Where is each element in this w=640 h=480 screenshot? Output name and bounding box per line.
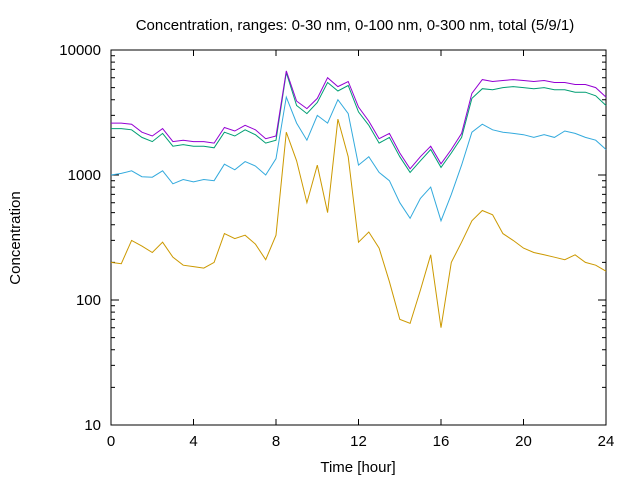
series-line-4 bbox=[111, 70, 607, 170]
x-tick-label: 0 bbox=[107, 433, 115, 450]
x-tick-label: 16 bbox=[433, 433, 450, 450]
series-line-3 bbox=[111, 72, 607, 174]
x-tick-label: 24 bbox=[598, 433, 615, 450]
x-tick-label: 20 bbox=[515, 433, 532, 450]
y-tick-label: 10 bbox=[84, 417, 101, 434]
x-axis-label: Time [hour] bbox=[320, 459, 395, 476]
x-tick-label: 4 bbox=[189, 433, 197, 450]
series-line-1 bbox=[110, 118, 607, 328]
x-tick-label: 8 bbox=[272, 433, 280, 450]
y-tick-label: 10000 bbox=[59, 42, 101, 59]
y-tick-label: 1000 bbox=[68, 167, 101, 184]
y-tick-label: 100 bbox=[76, 292, 101, 309]
y-axis-label: Concentration bbox=[7, 191, 24, 284]
x-tick-label: 12 bbox=[350, 433, 367, 450]
series-line-2 bbox=[110, 95, 607, 223]
chart-title: Concentration, ranges: 0-30 nm, 0-100 nm… bbox=[136, 17, 575, 34]
plot-area: 0 4 8 12 16 20 24 10 100 1000 10000 bbox=[59, 42, 614, 450]
